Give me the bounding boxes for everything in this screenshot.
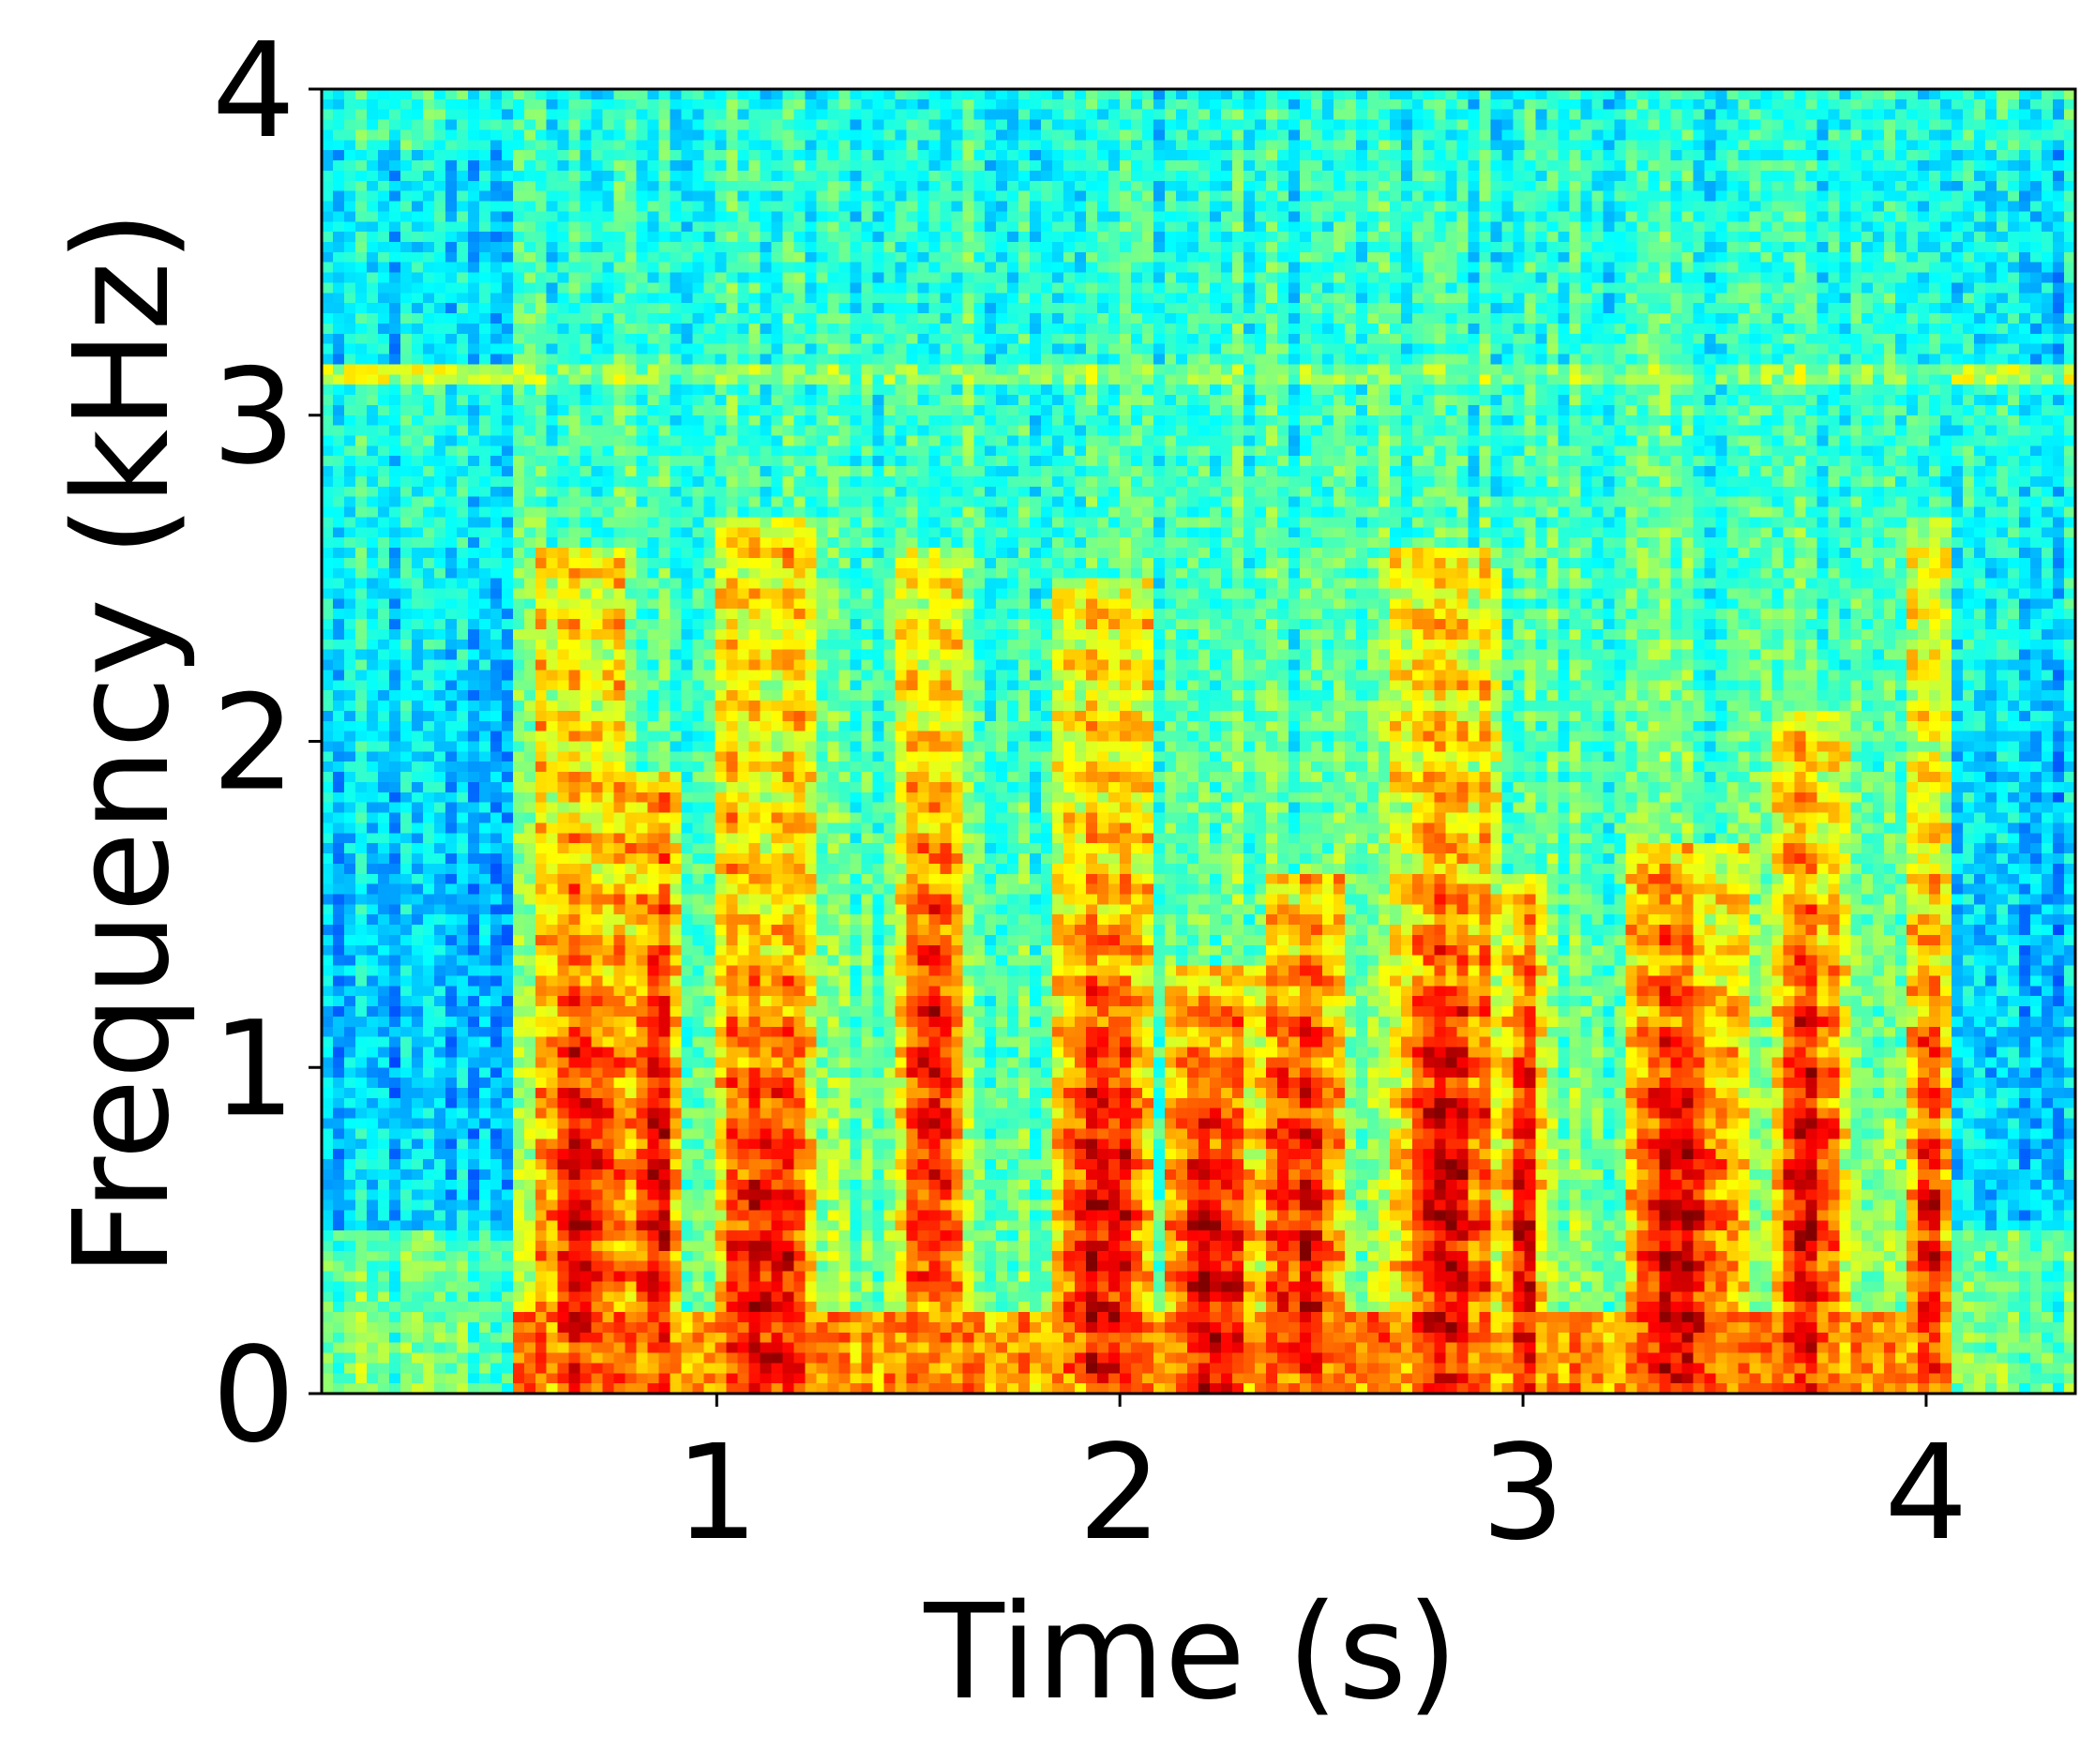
x-tick-label: 4 bbox=[1884, 1417, 1967, 1570]
x-axis: 1 2 3 4 bbox=[675, 1394, 1967, 1570]
y-axis-label: Frequency (kHz) bbox=[46, 211, 199, 1277]
y-tick-label: 3 bbox=[212, 341, 295, 494]
y-tick-label: 1 bbox=[212, 993, 295, 1146]
x-tick-label: 3 bbox=[1482, 1417, 1565, 1570]
x-axis-label: Time (s) bbox=[923, 1576, 1457, 1729]
y-tick-label: 2 bbox=[212, 668, 295, 821]
y-axis: 0 1 2 3 4 bbox=[212, 15, 322, 1472]
x-tick-label: 2 bbox=[1078, 1417, 1162, 1570]
y-tick-label: 4 bbox=[212, 15, 295, 168]
spectrogram-heatmap bbox=[322, 89, 2075, 1394]
heatmap-layer bbox=[322, 89, 2075, 1394]
y-tick-label: 0 bbox=[212, 1319, 295, 1472]
x-tick-label: 1 bbox=[675, 1417, 759, 1570]
